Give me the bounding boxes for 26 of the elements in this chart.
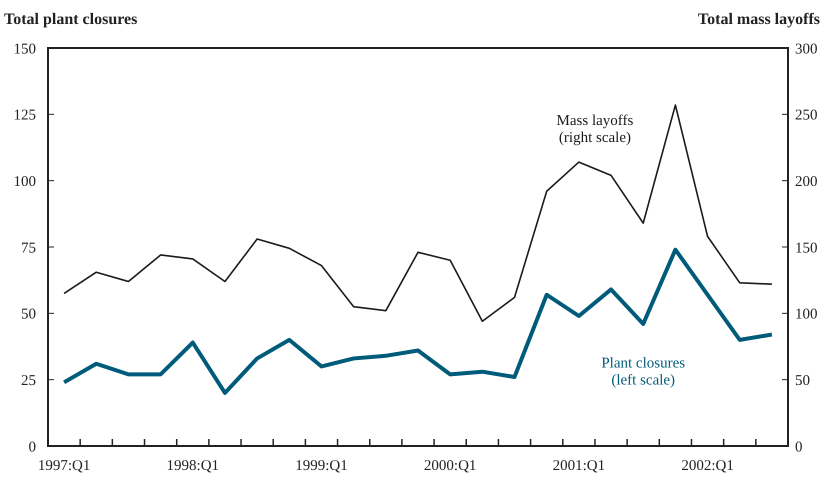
y-tick-label: 100 bbox=[14, 174, 36, 190]
text: Plant closures (left scale) bbox=[601, 356, 686, 389]
y2-tick-label: 250 bbox=[795, 108, 818, 124]
y-tick-label: 50 bbox=[21, 306, 36, 323]
series-label: Mass layoffs (right scale) bbox=[556, 113, 634, 146]
x-tick-label: 2000:Q1 bbox=[424, 458, 476, 474]
y-tick-label: 125 bbox=[14, 108, 36, 124]
y-tick-label: 0 bbox=[28, 439, 36, 456]
y2-tick-label: 50 bbox=[795, 372, 810, 389]
x-tick-label: 1999:Q1 bbox=[295, 458, 348, 474]
y2-tick-label: 0 bbox=[795, 439, 802, 456]
y2-tick-label: 100 bbox=[795, 306, 818, 323]
y2-axis-title: Total mass layoffs bbox=[698, 11, 820, 28]
y-tick-label: 25 bbox=[21, 372, 36, 389]
line-series bbox=[63, 104, 773, 322]
y-tick-label: 75 bbox=[21, 240, 36, 256]
y2-tick-label: 200 bbox=[795, 174, 818, 190]
y2-tick-label: 150 bbox=[795, 240, 818, 256]
x-tick-label: 2002:Q1 bbox=[681, 458, 734, 474]
x-tick-label: 1998:Q1 bbox=[166, 458, 220, 474]
line-series bbox=[62, 248, 774, 395]
y-axis-title: Total plant closures bbox=[4, 11, 138, 28]
x-tick-label: 2001:Q1 bbox=[552, 458, 606, 474]
y2-tick-label: 300 bbox=[795, 41, 818, 58]
y-tick-label: 150 bbox=[14, 41, 36, 58]
x-tick-label: 1997:Q1 bbox=[38, 458, 90, 474]
